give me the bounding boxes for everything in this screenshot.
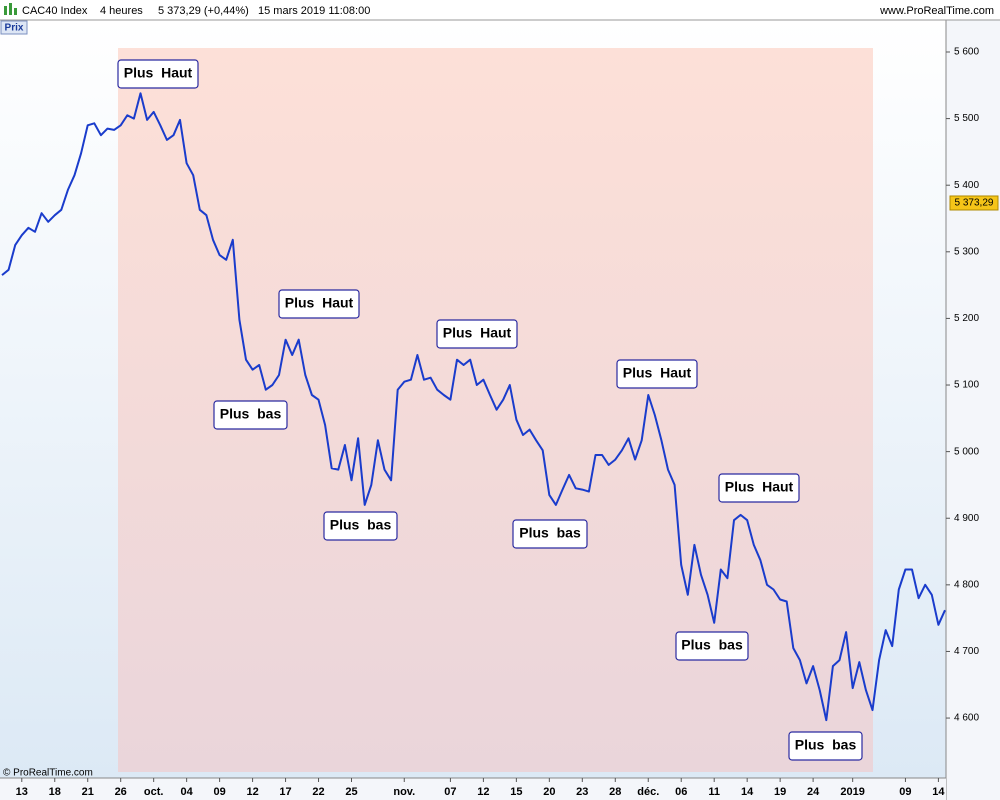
annotation: Plus bas bbox=[519, 525, 581, 541]
x-tick-label: 23 bbox=[576, 786, 588, 798]
last-price-box bbox=[949, 195, 999, 211]
y-tick-label: 5 000 bbox=[954, 446, 979, 457]
x-tick-label: 14 bbox=[932, 786, 945, 798]
header: CAC40 Index 4 heures 5 373,29 (+0,44%) 15 m… bbox=[22, 5, 370, 17]
x-tick-label: 22 bbox=[312, 786, 324, 798]
x-tick-label: 12 bbox=[477, 786, 489, 798]
x-tick-label: 26 bbox=[115, 786, 127, 798]
annotation: Plus Haut bbox=[124, 65, 193, 81]
copyright: © ProRealTime.com bbox=[3, 768, 93, 779]
y-tick-label: 4 900 bbox=[954, 513, 979, 524]
x-tick-label: déc. bbox=[637, 786, 659, 798]
annotation: Plus bas bbox=[681, 637, 743, 653]
header-text: 4 heures bbox=[100, 5, 143, 17]
annotation: Plus bas bbox=[220, 406, 282, 422]
panel-label-box bbox=[0, 20, 28, 35]
x-tick-label: 20 bbox=[543, 786, 555, 798]
source: www.ProRealTime.com bbox=[879, 5, 994, 17]
x-tick-label: 25 bbox=[345, 786, 357, 798]
y-tick-label: 5 300 bbox=[954, 246, 979, 257]
x-tick-label: 12 bbox=[246, 786, 258, 798]
annotation-box bbox=[213, 400, 288, 430]
x-tick-label: 07 bbox=[444, 786, 456, 798]
header-text: 15 mars 2019 11:08:00 bbox=[258, 5, 370, 17]
annotation-box bbox=[436, 319, 518, 349]
y-tick-label: 4 700 bbox=[954, 646, 979, 657]
annotation-box bbox=[675, 631, 749, 661]
annotation-box bbox=[278, 289, 360, 319]
x-tick-label: 09 bbox=[899, 786, 911, 798]
annotation: Plus bas bbox=[330, 517, 392, 533]
annotation-box bbox=[616, 359, 698, 389]
y-tick-label: 5 200 bbox=[954, 313, 979, 324]
x-tick-label: 19 bbox=[774, 786, 786, 798]
x-tick-label: 06 bbox=[675, 786, 687, 798]
header-text: CAC40 Index bbox=[22, 5, 88, 17]
y-tick-label: 5 100 bbox=[954, 380, 979, 391]
x-tick-label: nov. bbox=[393, 786, 415, 798]
x-tick-label: 14 bbox=[741, 786, 754, 798]
x-tick-label: 18 bbox=[49, 786, 61, 798]
x-tick-label: 2019 bbox=[840, 786, 864, 798]
x-axis-panel bbox=[0, 778, 946, 800]
annotation-box bbox=[512, 519, 588, 549]
annotation-box bbox=[788, 731, 863, 761]
last-price-label: 5 373,29 bbox=[955, 198, 994, 209]
header-bar bbox=[0, 0, 1000, 20]
header-text: 5 373,29 (+0,44%) bbox=[158, 5, 249, 17]
x-tick-label: 13 bbox=[16, 786, 28, 798]
y-tick-label: 5 400 bbox=[954, 180, 979, 191]
annotation: Plus Haut bbox=[623, 365, 692, 381]
x-tick-label: 11 bbox=[708, 786, 720, 798]
y-tick-label: 5 500 bbox=[954, 113, 979, 124]
y-axis-panel bbox=[946, 20, 1000, 800]
annotation: Plus Haut bbox=[725, 479, 794, 495]
annotation: Plus Haut bbox=[443, 325, 512, 341]
annotation-box bbox=[117, 59, 199, 89]
x-tick-label: 04 bbox=[181, 786, 194, 798]
panel-label: Prix bbox=[5, 23, 24, 34]
x-tick-label: 17 bbox=[279, 786, 291, 798]
annotation-box bbox=[323, 511, 398, 541]
annotation: Plus bas bbox=[795, 737, 857, 753]
x-tick-label: 28 bbox=[609, 786, 621, 798]
y-tick-label: 4 600 bbox=[954, 713, 979, 724]
x-tick-label: 21 bbox=[82, 786, 94, 798]
x-tick-label: 09 bbox=[213, 786, 225, 798]
x-tick-label: 15 bbox=[510, 786, 522, 798]
x-tick-label: oct. bbox=[144, 786, 164, 798]
y-tick-label: 5 600 bbox=[954, 47, 979, 58]
annotation: Plus Haut bbox=[285, 295, 354, 311]
price-line bbox=[1, 92, 946, 722]
x-tick-label: 24 bbox=[807, 786, 820, 798]
y-tick-label: 4 800 bbox=[954, 579, 979, 590]
annotation-box bbox=[718, 473, 800, 503]
app-icon bbox=[4, 3, 17, 15]
